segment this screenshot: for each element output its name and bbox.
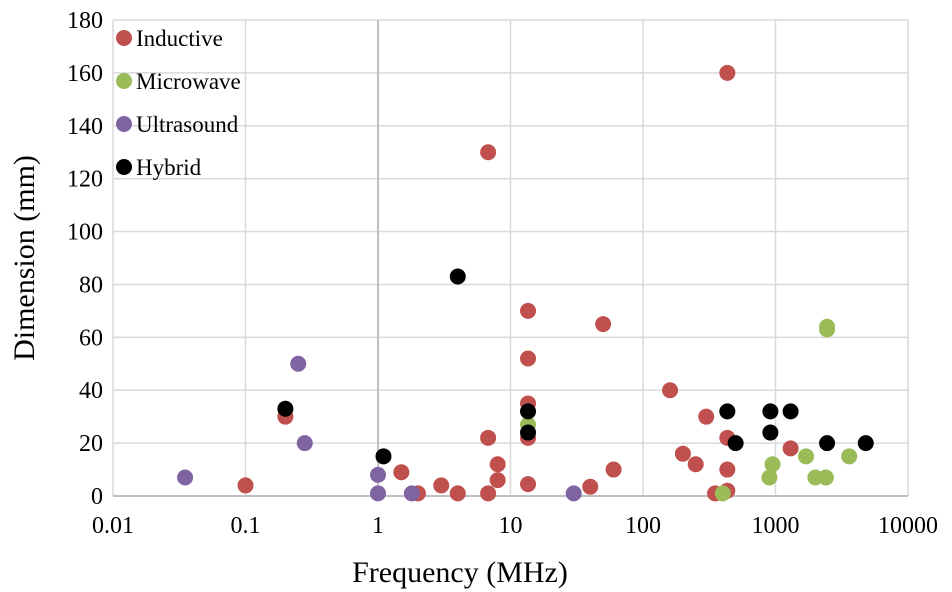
y-tick-label: 180 <box>67 8 103 34</box>
x-axis-title: Frequency (MHz) <box>352 556 568 589</box>
legend-item-hybrid: Hybrid <box>116 155 202 180</box>
y-tick-label: 40 <box>79 378 103 404</box>
hybrid-point <box>449 268 466 285</box>
hybrid-point <box>277 400 294 417</box>
legend-item-inductive: Inductive <box>116 26 223 51</box>
legend-marker <box>116 30 132 46</box>
y-tick-label: 120 <box>67 167 103 193</box>
legend-marker <box>116 73 132 89</box>
legend-label: Hybrid <box>136 155 202 180</box>
x-tick-label: 1 <box>372 513 384 539</box>
x-tick-label: 100 <box>625 513 661 539</box>
hybrid-point <box>762 403 779 420</box>
inductive-point <box>520 476 537 493</box>
inductive-point <box>719 461 736 478</box>
microwave-point <box>798 448 815 465</box>
microwave-point <box>714 485 731 502</box>
y-tick-label: 80 <box>79 272 103 298</box>
y-tick-label: 160 <box>67 61 103 87</box>
y-tick-label: 20 <box>79 431 103 457</box>
ultrasound-point <box>370 466 386 483</box>
inductive-point <box>237 477 254 494</box>
x-tick-label: 0.01 <box>92 513 134 539</box>
ultrasound-point <box>403 485 420 502</box>
inductive-point <box>687 456 704 473</box>
inductive-point <box>582 478 599 495</box>
x-tick-label: 10 <box>499 513 523 539</box>
microwave-point <box>819 318 836 335</box>
legend: Inductive Microwave Ultrasound Hybrid <box>116 26 241 180</box>
hybrid-point <box>727 435 744 452</box>
ultrasound-point <box>565 485 582 502</box>
inductive-point <box>433 477 450 494</box>
hybrid-point <box>857 435 874 452</box>
microwave-point <box>841 448 858 465</box>
gridlines <box>112 19 909 497</box>
inductive-point <box>480 485 497 502</box>
hybrid-point <box>782 403 799 420</box>
hybrid-point <box>520 403 537 420</box>
inductive-point <box>449 485 466 502</box>
series-microwave <box>520 318 858 502</box>
hybrid-point <box>762 424 779 441</box>
ultrasound-point <box>177 469 194 486</box>
inductive-point <box>595 316 612 333</box>
legend-label: Inductive <box>136 26 223 51</box>
microwave-point <box>761 469 778 486</box>
inductive-point <box>393 464 410 481</box>
x-tick-label: 0.1 <box>231 513 261 539</box>
y-axis-title: Dimension (mm) <box>8 155 41 361</box>
inductive-point <box>480 429 497 446</box>
y-tick-label: 60 <box>79 325 103 351</box>
legend-label: Ultrasound <box>136 112 239 137</box>
ultrasound-point <box>296 435 313 452</box>
inductive-point <box>674 445 691 462</box>
inductive-point <box>520 302 537 319</box>
series-inductive <box>237 64 799 502</box>
legend-label: Microwave <box>136 69 241 94</box>
series-ultrasound <box>177 355 582 502</box>
x-tick-label: 1000 <box>752 513 800 539</box>
y-tick-label: 0 <box>91 484 103 510</box>
y-tick-label: 140 <box>67 114 103 140</box>
ultrasound-point <box>290 355 307 372</box>
inductive-point <box>489 472 506 489</box>
legend-item-microwave: Microwave <box>116 69 241 94</box>
inductive-point <box>698 408 715 425</box>
ultrasound-point <box>370 485 386 502</box>
inductive-point <box>480 144 497 161</box>
inductive-point <box>489 456 506 473</box>
data-points <box>177 64 874 502</box>
hybrid-point <box>819 435 836 452</box>
inductive-point <box>662 382 679 399</box>
hybrid-point <box>719 403 736 420</box>
y-tick-label: 100 <box>67 220 103 246</box>
series-hybrid <box>277 268 874 465</box>
hybrid-point <box>375 448 392 465</box>
hybrid-point <box>520 424 537 441</box>
legend-marker <box>116 116 132 132</box>
inductive-point <box>605 461 622 478</box>
legend-marker <box>116 159 132 175</box>
inductive-point <box>520 350 537 367</box>
legend-item-ultrasound: Ultrasound <box>116 112 239 137</box>
inductive-point <box>782 440 799 457</box>
microwave-point <box>817 469 834 486</box>
microwave-point <box>764 456 781 473</box>
tick-labels: 0 20 40 60 80 100 120 140 160 180 0.01 0.1 1 10 100 100… <box>67 8 938 539</box>
inductive-point <box>719 64 736 81</box>
x-tick-label: 10000 <box>878 513 938 539</box>
